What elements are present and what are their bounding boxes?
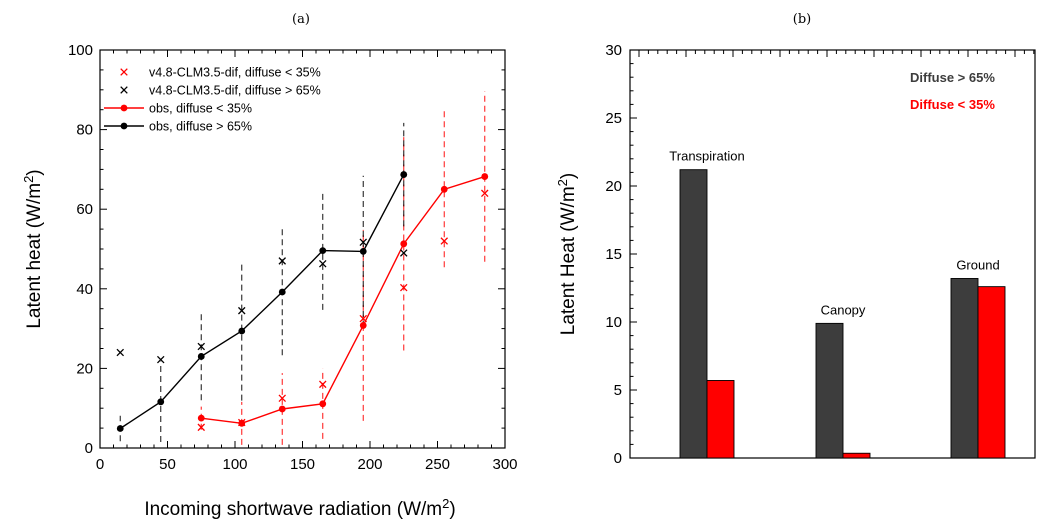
series-line [119,174,405,430]
bar [679,169,708,459]
data-point [197,414,205,422]
y-tick-label: 80 [76,122,93,139]
data-point [319,400,327,408]
panel-a-legend: v4.8-CLM3.5-dif, diffuse < 35% v4.8-CLM3.… [104,66,321,134]
data-point-marker [156,355,165,364]
x-tick-label: 300 [492,456,517,473]
data-point-marker [480,189,489,198]
series-line [201,175,485,425]
data-point [278,405,286,413]
data-point [481,173,489,180]
data-point [319,247,327,254]
y-tick-label: 25 [605,110,622,127]
y-tick-label: 100 [68,42,93,59]
data-point-marker [237,306,246,315]
legend-label: obs, diffuse < 35% [149,102,252,116]
data-point-marker [318,380,327,389]
y-tick-label: 10 [605,314,622,331]
x-tick-label: 250 [425,456,450,473]
panel-a-x-axis-title: Incoming shortwave radiation (W/m2) [144,496,455,520]
data-point [116,425,124,432]
legend-label: v4.8-CLM3.5-dif, diffuse < 35% [149,66,321,80]
data-point-marker [440,237,449,245]
bar [950,278,979,459]
panel-a-y-axis-title: Latent heat (W/m2) [21,169,45,328]
bar [706,380,735,459]
y-tick-label: 20 [76,360,93,377]
x-tick-label: 50 [159,456,176,473]
category-label: Canopy [821,302,866,317]
data-point-marker [278,394,287,403]
y-tick-label: 0 [614,450,622,467]
data-point [238,327,246,335]
y-tick-label: 60 [76,201,93,218]
data-point [197,353,205,360]
panel-b-legend: Diffuse > 65% Diffuse < 35% [910,70,995,112]
y-tick-label: 20 [605,178,622,195]
panel-b-y-axis-title: Latent Heat (W/m2) [555,173,579,335]
data-point-marker [197,423,206,432]
bar [977,286,1006,459]
data-point [400,240,408,248]
panel-a-ticks: 0 50 100 150 200 250 300 0 20 40 60 80 100 [68,42,518,473]
legend-label: obs, diffuse > 65% [149,120,252,134]
panel-b-label: (b) [793,12,811,27]
x-tick-label: 200 [357,456,382,473]
data-point-marker [359,238,368,246]
data-point [238,419,246,427]
x-tick-label: 100 [222,456,247,473]
legend-dot [120,122,128,130]
panel-b: (b) 0 5 10 15 20 25 30 Transpiration Canopy Grou… [555,12,1036,467]
y-tick-label: 40 [76,281,93,298]
data-point [359,322,367,329]
legend-label: Diffuse > 65% [910,70,995,85]
y-tick-label: 5 [614,382,622,399]
data-point-marker [399,283,408,292]
panel-a-markers [116,171,489,432]
y-tick-label: 0 [85,440,93,457]
y-tick-label: 30 [605,42,622,59]
legend-label: Diffuse < 35% [910,97,995,112]
data-point-marker [116,348,125,357]
data-point [400,171,408,178]
data-point [440,185,448,193]
data-point-marker [359,314,368,323]
data-point-marker [197,342,206,351]
bar [815,322,844,459]
x-tick-label: 150 [290,456,315,473]
panel-a-error-bars [119,91,486,445]
data-point-marker [318,259,327,268]
category-label: Transpiration [669,149,744,164]
panel-a-lines [119,174,485,430]
data-point-marker [278,257,287,265]
category-label: Ground [956,257,999,272]
legend-marker [120,68,128,76]
data-point [278,288,286,296]
panel-a-label: (a) [292,12,310,27]
legend-label: v4.8-CLM3.5-dif, diffuse > 65% [149,84,321,98]
data-point [157,398,165,406]
bar [842,452,871,459]
legend-dot [120,104,128,112]
data-point-marker [399,249,408,257]
panel-a: (a) 0 50 100 150 200 250 300 0 20 40 60 80 100 v4.8-… [21,12,518,520]
legend-marker [120,86,128,94]
x-tick-label: 0 [96,456,104,473]
y-tick-label: 15 [605,246,622,263]
data-point [359,247,367,255]
panel-b-bars: Transpiration Canopy Ground [669,149,1006,459]
panel-b-ticks: 0 5 10 15 20 25 30 [605,42,1035,467]
